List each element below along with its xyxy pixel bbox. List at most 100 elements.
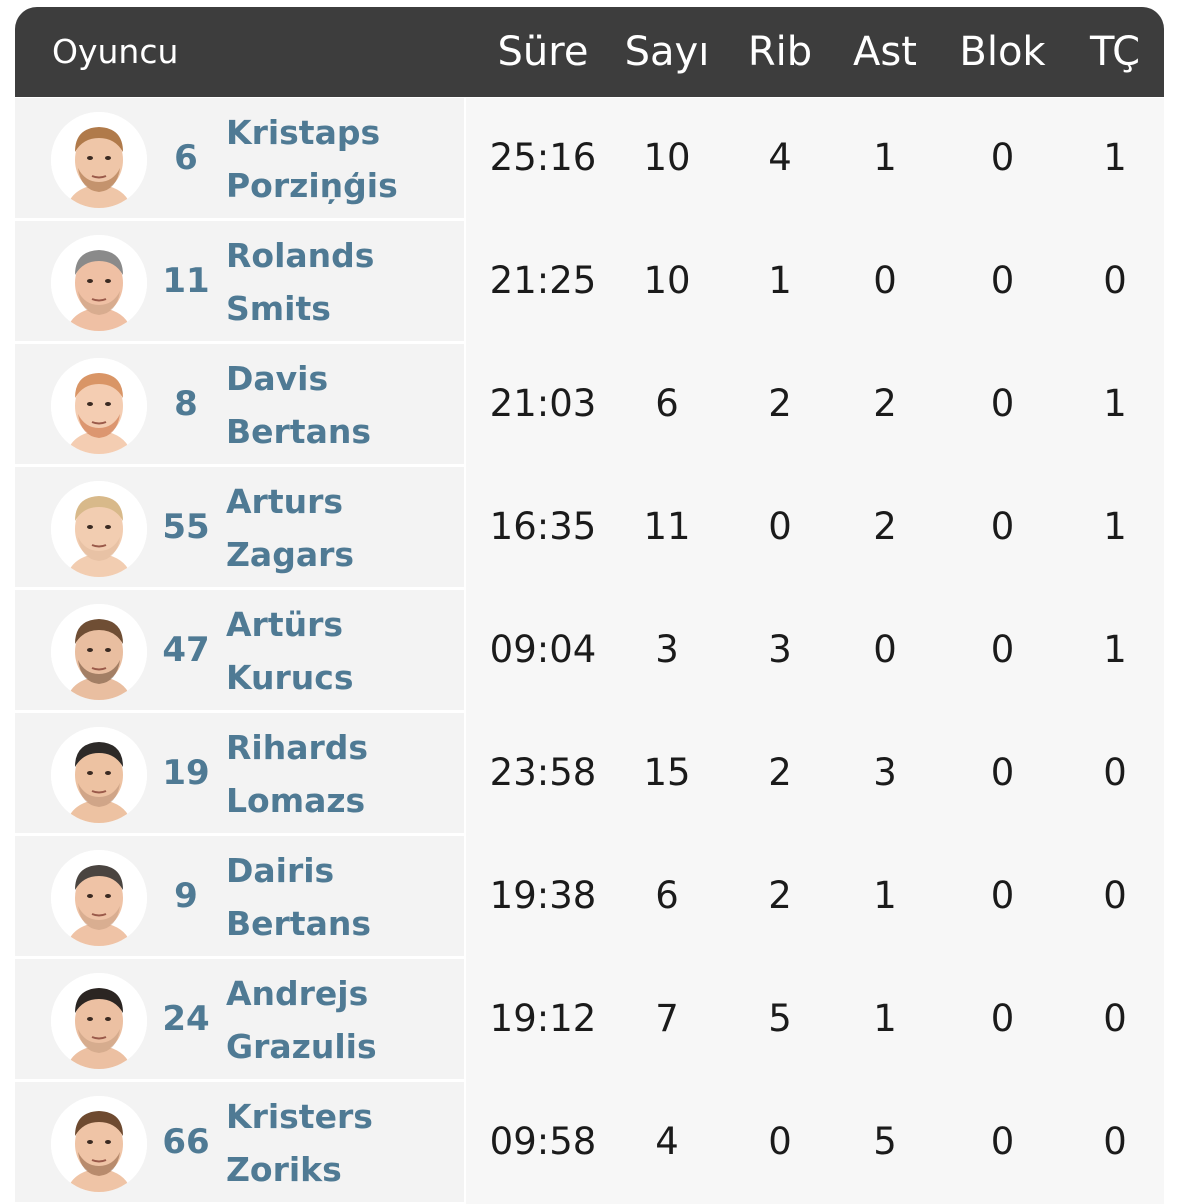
player-cell[interactable]: 6 Kristaps Porziņģis xyxy=(15,98,464,218)
player-cell[interactable]: 19 Rihards Lomazs xyxy=(15,713,464,833)
player-avatar[interactable] xyxy=(51,727,147,823)
table-row[interactable]: 66 Kristers Zoriks 09:58 4 0 5 0 0 xyxy=(15,1082,1164,1204)
player-first-name[interactable]: Andrejs xyxy=(226,974,369,1013)
player-last-name[interactable]: Lomazs xyxy=(226,781,366,820)
player-last-name[interactable]: Bertans xyxy=(226,412,371,451)
player-name-link[interactable]: Dairis Bertans xyxy=(226,844,371,950)
header-assists[interactable]: Ast xyxy=(853,29,917,75)
player-avatar[interactable] xyxy=(51,850,147,946)
blocks-cell: 0 xyxy=(990,997,1015,1040)
player-name-link[interactable]: Artürs Kurucs xyxy=(226,598,353,704)
minutes-cell: 25:16 xyxy=(489,136,597,179)
assists-cell: 1 xyxy=(873,136,897,179)
player-cell[interactable]: 8 Davis Bertans xyxy=(15,344,464,464)
minutes-cell: 23:58 xyxy=(489,751,597,794)
player-number: 66 xyxy=(162,1122,210,1162)
player-avatar[interactable] xyxy=(51,481,147,577)
player-avatar[interactable] xyxy=(51,112,147,208)
table-row[interactable]: 55 Arturs Zagars 16:35 11 0 2 0 1 xyxy=(15,467,1164,590)
points-cell: 4 xyxy=(655,1120,679,1163)
table-row[interactable]: 24 Andrejs Grazulis 19:12 7 5 1 0 0 xyxy=(15,959,1164,1082)
table-row[interactable]: 8 Davis Bertans 21:03 6 2 2 0 1 xyxy=(15,344,1164,467)
points-cell: 6 xyxy=(655,874,679,917)
blocks-cell: 0 xyxy=(990,382,1015,425)
blocks-cell: 0 xyxy=(990,505,1015,548)
turnovers-cell: 0 xyxy=(1103,751,1127,794)
minutes-cell: 19:12 xyxy=(489,997,597,1040)
header-turnovers[interactable]: TÇ xyxy=(1089,29,1141,75)
player-name-link[interactable]: Rihards Lomazs xyxy=(226,721,368,827)
minutes-cell: 09:04 xyxy=(489,628,597,671)
assists-cell: 3 xyxy=(873,751,897,794)
player-name-link[interactable]: Rolands Smits xyxy=(226,229,374,335)
player-cell[interactable]: 55 Arturs Zagars xyxy=(15,467,464,587)
player-name-link[interactable]: Kristers Zoriks xyxy=(226,1090,373,1196)
blocks-cell: 0 xyxy=(990,628,1015,671)
table-row[interactable]: 9 Dairis Bertans 19:38 6 2 1 0 0 xyxy=(15,836,1164,959)
player-number: 8 xyxy=(174,384,198,424)
stats-cell-background xyxy=(466,959,1164,1082)
player-avatar[interactable] xyxy=(51,1096,147,1192)
turnovers-cell: 1 xyxy=(1103,382,1127,425)
player-last-name[interactable]: Bertans xyxy=(226,904,371,943)
stats-cell-background xyxy=(466,713,1164,836)
stats-cell-background xyxy=(466,98,1164,221)
player-avatar[interactable] xyxy=(51,358,147,454)
minutes-cell: 19:38 xyxy=(489,874,597,917)
assists-cell: 1 xyxy=(873,874,897,917)
table-row[interactable]: 6 Kristaps Porziņģis 25:16 10 4 1 0 1 xyxy=(15,98,1164,221)
player-first-name[interactable]: Arturs xyxy=(226,482,343,521)
points-cell: 3 xyxy=(655,628,679,671)
player-name-link[interactable]: Arturs Zagars xyxy=(226,475,354,581)
player-first-name[interactable]: Davis xyxy=(226,359,329,398)
header-blocks[interactable]: Blok xyxy=(959,29,1046,75)
blocks-cell: 0 xyxy=(990,136,1015,179)
player-avatar[interactable] xyxy=(51,973,147,1069)
header-minutes[interactable]: Süre xyxy=(497,29,589,75)
player-avatar[interactable] xyxy=(51,235,147,331)
points-cell: 10 xyxy=(643,136,691,179)
player-number: 47 xyxy=(162,630,210,670)
box-score-table: Oyuncu Süre Sayı Rib Ast Blok TÇ 6 Krista… xyxy=(15,7,1164,1204)
player-cell[interactable]: 24 Andrejs Grazulis xyxy=(15,959,464,1079)
minutes-cell: 16:35 xyxy=(489,505,597,548)
table-row[interactable]: 11 Rolands Smits 21:25 10 1 0 0 0 xyxy=(15,221,1164,344)
player-last-name[interactable]: Zoriks xyxy=(226,1150,342,1189)
player-name-link[interactable]: Davis Bertans xyxy=(226,352,371,458)
player-name-link[interactable]: Andrejs Grazulis xyxy=(226,967,377,1073)
player-cell[interactable]: 66 Kristers Zoriks xyxy=(15,1082,464,1202)
player-cell[interactable]: 47 Artürs Kurucs xyxy=(15,590,464,710)
header-points[interactable]: Sayı xyxy=(624,29,710,75)
rebounds-cell: 1 xyxy=(768,259,792,302)
blocks-cell: 0 xyxy=(990,259,1015,302)
player-last-name[interactable]: Porziņģis xyxy=(226,166,398,205)
assists-cell: 0 xyxy=(873,259,897,302)
rebounds-cell: 2 xyxy=(768,382,792,425)
header-player[interactable]: Oyuncu xyxy=(52,32,179,71)
player-cell[interactable]: 11 Rolands Smits xyxy=(15,221,464,341)
player-first-name[interactable]: Kristers xyxy=(226,1097,373,1136)
player-last-name[interactable]: Smits xyxy=(226,289,331,328)
table-row[interactable]: 19 Rihards Lomazs 23:58 15 2 3 0 0 xyxy=(15,713,1164,836)
player-first-name[interactable]: Kristaps xyxy=(226,113,381,152)
turnovers-cell: 0 xyxy=(1103,1120,1127,1163)
player-number: 9 xyxy=(174,876,198,916)
player-cell[interactable]: 9 Dairis Bertans xyxy=(15,836,464,956)
player-last-name[interactable]: Kurucs xyxy=(226,658,354,697)
player-last-name[interactable]: Grazulis xyxy=(226,1027,377,1066)
player-first-name[interactable]: Dairis xyxy=(226,851,335,890)
player-number: 11 xyxy=(162,261,210,301)
header-rebounds[interactable]: Rib xyxy=(747,29,813,75)
player-name-link[interactable]: Kristaps Porziņģis xyxy=(226,106,398,212)
player-last-name[interactable]: Zagars xyxy=(226,535,355,574)
player-first-name[interactable]: Rihards xyxy=(226,728,369,767)
rebounds-cell: 2 xyxy=(768,751,792,794)
assists-cell: 1 xyxy=(873,997,897,1040)
player-number: 19 xyxy=(162,753,210,793)
rebounds-cell: 0 xyxy=(768,1120,792,1163)
table-row[interactable]: 47 Artürs Kurucs 09:04 3 3 0 0 1 xyxy=(15,590,1164,713)
player-first-name[interactable]: Artürs xyxy=(226,605,343,644)
stats-cell-background xyxy=(466,221,1164,344)
player-avatar[interactable] xyxy=(51,604,147,700)
player-first-name[interactable]: Rolands xyxy=(226,236,375,275)
